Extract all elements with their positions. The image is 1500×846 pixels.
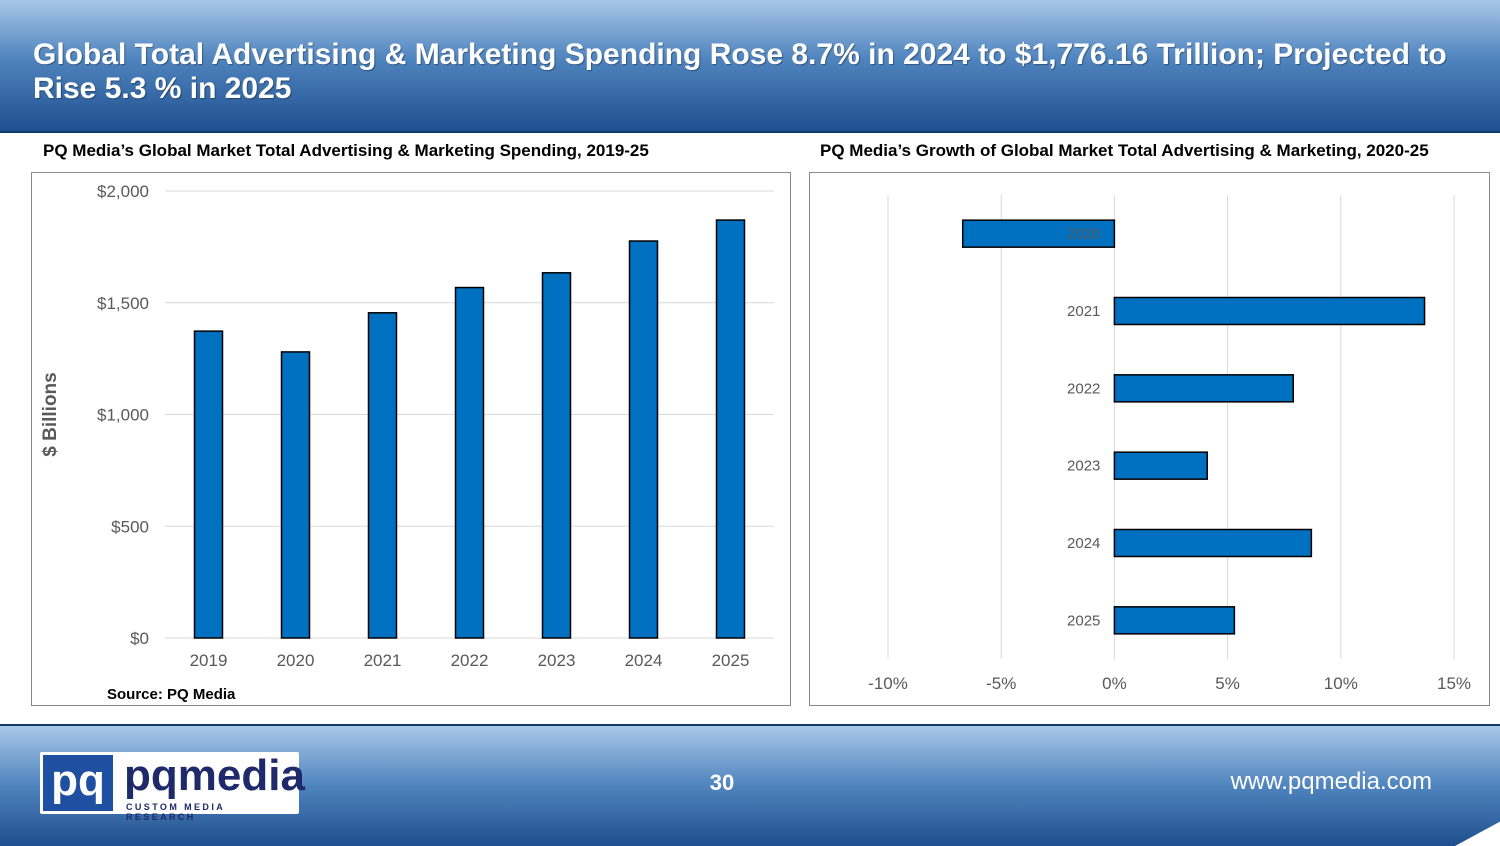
- x-tick-label: 2024: [625, 651, 663, 670]
- category-label: 2021: [1067, 303, 1100, 320]
- bar-2023: [1113, 451, 1208, 480]
- logo-tagline: CUSTOM MEDIA RESEARCH: [126, 802, 225, 822]
- x-tick-label: 2020: [277, 651, 315, 670]
- growth-bar-chart: -10% -5% 0% 5% 10% 15% 2020 2021 2022 2023 2024 202…: [868, 195, 1471, 693]
- right-chart-title: PQ Media’s Growth of Global Market Total…: [820, 141, 1429, 160]
- x-tick-label: 2022: [451, 651, 489, 670]
- page-title: Global Total Advertising & Marketing Spe…: [33, 38, 1447, 105]
- bar-2022: [1113, 374, 1295, 403]
- y-tick-label: $0: [130, 629, 149, 648]
- x-tick-label: 2021: [364, 651, 402, 670]
- category-label: 2022: [1067, 380, 1100, 397]
- y-tick-label: $500: [111, 517, 149, 536]
- y-tick-label: $2,000: [97, 182, 149, 201]
- x-tick-label: 2019: [190, 651, 228, 670]
- y-tick-label: $1,000: [97, 406, 149, 425]
- bar-2020: [280, 351, 311, 639]
- y-axis-label: $ Billions: [40, 372, 61, 456]
- category-label: 2020: [1067, 226, 1100, 243]
- bar-2019: [193, 330, 224, 639]
- x-tick-label: -5%: [986, 674, 1016, 693]
- pqmedia-logo[interactable]: pq pqmedia CUSTOM MEDIA RESEARCH: [40, 751, 305, 822]
- x-tick-label: 10%: [1324, 674, 1358, 693]
- logo-mark: pq: [43, 755, 113, 811]
- bar-2022: [454, 286, 485, 639]
- y-tick-label: $1,500: [97, 294, 149, 313]
- spending-bar-chart: $0 $500 $1,000 $1,500 $2,000 2019 2020 2021 2022…: [40, 182, 774, 703]
- header-banner: Global Total Advertising & Marketing Spe…: [0, 0, 1500, 133]
- source-note: Source: PQ Media: [107, 686, 236, 703]
- bar-2021: [367, 312, 398, 639]
- bar-2024: [628, 240, 659, 639]
- logo-wordmark: pqmedia: [124, 751, 305, 800]
- category-label: 2025: [1067, 612, 1100, 629]
- bar-2025: [715, 219, 746, 639]
- category-label: 2023: [1067, 458, 1100, 475]
- x-tick-label: 0%: [1102, 674, 1127, 693]
- x-tick-label: -10%: [868, 674, 908, 693]
- x-tick-label: 15%: [1437, 674, 1471, 693]
- category-label: 2024: [1067, 535, 1100, 552]
- left-chart-title: PQ Media’s Global Market Total Advertisi…: [43, 141, 649, 160]
- x-tick-label: 5%: [1215, 674, 1240, 693]
- bar-2023: [541, 272, 572, 639]
- spending-chart-panel: $0 $500 $1,000 $1,500 $2,000 2019 2020 2021 2022…: [31, 172, 791, 706]
- x-tick-label: 2023: [538, 651, 576, 670]
- bar-2024: [1113, 528, 1313, 558]
- website-link[interactable]: www.pqmedia.com: [1230, 768, 1432, 795]
- page-number: 30: [709, 770, 735, 795]
- bar-2025: [1113, 606, 1236, 635]
- bar-2020: [961, 219, 1116, 248]
- bar-2021: [1113, 296, 1426, 326]
- x-tick-label: 2025: [712, 651, 750, 670]
- growth-chart-panel: -10% -5% 0% 5% 10% 15% 2020 2021 2022 2023 2024 202…: [809, 172, 1490, 706]
